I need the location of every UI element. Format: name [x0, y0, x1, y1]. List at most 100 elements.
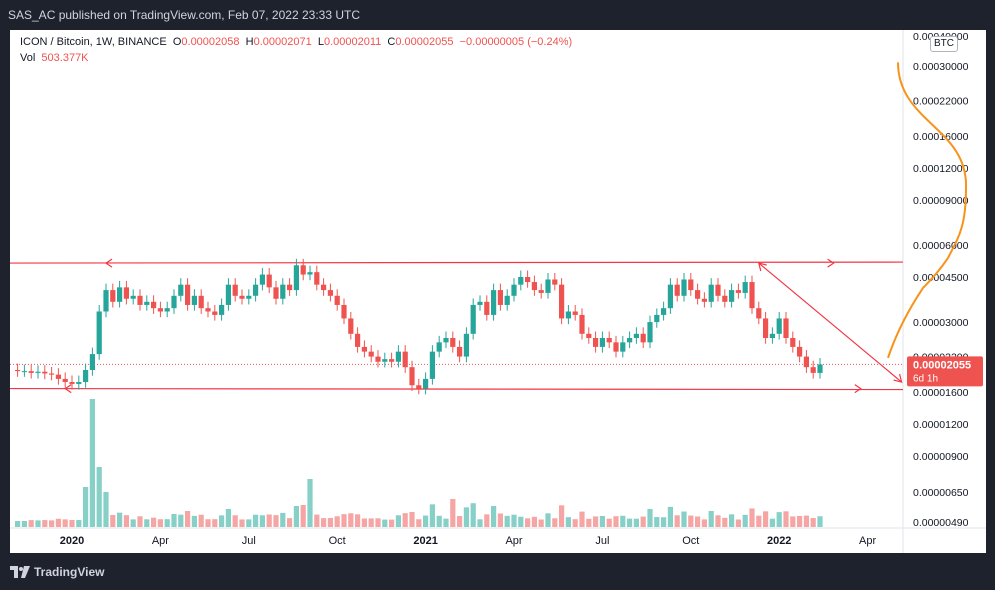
volume-bar [491, 506, 497, 527]
candle-body [164, 308, 170, 312]
candle-body [559, 284, 565, 319]
volume-bar [429, 504, 435, 527]
candle-body [443, 338, 449, 343]
candle-body [327, 290, 333, 296]
candle-body [647, 322, 653, 343]
price-axis-tick: 0.00016000 [913, 131, 969, 143]
candle-body [334, 295, 340, 305]
candle-body [293, 265, 299, 291]
candle-body [266, 274, 272, 288]
candle-body [803, 356, 809, 368]
descending-trendline [758, 262, 902, 383]
candle-body [436, 342, 442, 352]
volume-bar [511, 514, 517, 527]
candle-body [382, 359, 388, 362]
volume-bar [810, 518, 816, 527]
time-axis-tick: Apr [152, 535, 169, 547]
candle-body [429, 351, 435, 379]
volume-bar [504, 515, 510, 527]
volume-bar [348, 513, 354, 527]
resistance-arrow-left [104, 258, 113, 268]
symbol-label[interactable]: ICON / Bitcoin, 1W, BINANCE [20, 36, 167, 48]
volume-bar [164, 519, 170, 527]
candle-body [606, 338, 612, 343]
low-key: L [317, 36, 324, 48]
projection-curve [887, 62, 968, 359]
candle-body [375, 356, 381, 362]
volume-bar [674, 515, 680, 527]
candle-body [552, 279, 558, 285]
volume-bar [654, 517, 660, 527]
volume-bar [749, 508, 755, 527]
volume-bar [219, 515, 225, 527]
chart-area[interactable]: 0.000400000.000300000.000220000.00016000… [9, 30, 986, 553]
candle-body [62, 378, 68, 383]
candle-body [225, 284, 231, 305]
volume-bar [42, 520, 48, 527]
candle-body [790, 338, 796, 347]
trendline-arrow-start [757, 262, 767, 272]
candle-body [491, 290, 497, 315]
time-axis-tick: Apr [859, 535, 876, 547]
tradingview-logo[interactable]: TradingView [10, 565, 104, 579]
open-value: 0.00002058 [181, 36, 240, 48]
candle-body [763, 318, 769, 339]
volume-bar [253, 514, 259, 527]
candle-body [797, 346, 803, 357]
candle-body [749, 282, 755, 309]
volume-bar [191, 515, 197, 527]
currency-badge[interactable]: BTC [930, 36, 958, 52]
volume-bar [552, 518, 558, 527]
volume-bar [797, 516, 803, 527]
candle-body [341, 304, 347, 319]
volume-bar [647, 509, 653, 527]
volume-bar [565, 517, 571, 527]
volume-bar [722, 517, 728, 527]
volume-bar [729, 514, 735, 527]
volume-bar [416, 519, 422, 527]
volume-bar [803, 515, 809, 527]
volume-bar [409, 512, 415, 527]
candle-body [198, 295, 204, 309]
volume-bar [756, 515, 762, 527]
volume-bar [436, 515, 442, 527]
volume-bar [287, 518, 293, 527]
volume-bar [450, 499, 456, 527]
trendline-arrow-end [893, 373, 903, 383]
candle-body [117, 287, 123, 302]
volume-bar [633, 518, 639, 527]
price-chart[interactable]: 0.000400000.000300000.000220000.00016000… [9, 30, 986, 553]
candle-body [681, 279, 687, 296]
candle-body [253, 284, 259, 296]
candle-body [701, 298, 707, 302]
time-axis-tick: 2021 [413, 535, 437, 547]
volume-bar [769, 518, 775, 527]
candle-body [55, 374, 61, 379]
price-axis-tick: 0.00004500 [913, 272, 969, 284]
volume-bar [606, 518, 612, 527]
volume-bar [688, 515, 694, 527]
candle-body [42, 371, 48, 374]
candle-body [593, 338, 599, 347]
candle-body [409, 367, 415, 386]
volume-bar [314, 514, 320, 527]
candle-body [545, 279, 551, 293]
candle-body [83, 369, 89, 383]
candle-body [212, 311, 218, 315]
volume-key: Vol [20, 52, 36, 64]
candle-body [348, 318, 354, 334]
candle-body [300, 265, 306, 275]
candle-body [579, 314, 585, 334]
volume-bar [96, 467, 102, 527]
candle-body [123, 287, 129, 299]
volume-bar [232, 515, 238, 527]
volume-bar [293, 506, 299, 527]
volume-bar [198, 514, 204, 527]
open-key: O [172, 36, 182, 48]
candle-body [729, 290, 735, 302]
price-axis-tick: 0.00006000 [913, 240, 969, 252]
volume-bar [144, 519, 150, 527]
brand-label: TradingView [34, 565, 105, 579]
candle-body [572, 311, 578, 315]
candle-body [219, 304, 225, 315]
